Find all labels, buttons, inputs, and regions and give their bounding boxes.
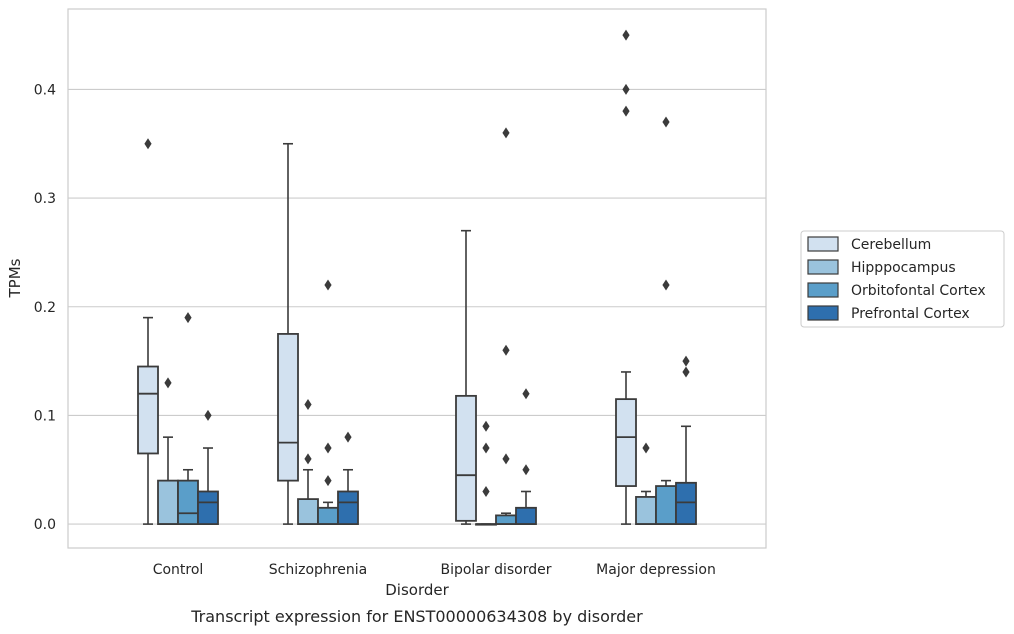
outlier-point <box>204 409 212 421</box>
x-tick-labels: Control Schizophrenia Bipolar disorder Majo… <box>153 562 716 578</box>
box-iqr <box>455 394 477 522</box>
outlier-point <box>324 279 332 291</box>
box-cerebellum <box>277 142 299 525</box>
y-tick-labels: 0.0 0.1 0.2 0.3 0.4 <box>34 82 56 533</box>
box-orbitofontal-cortex <box>655 116 677 525</box>
legend-swatch <box>807 282 839 298</box>
outlier-point <box>522 388 530 400</box>
box-prefrontal-cortex <box>337 431 359 525</box>
outlier-point <box>502 127 510 139</box>
box-series <box>137 29 697 526</box>
legend: Cerebellum Hipppocampus Orbitofontal Corte… <box>800 230 1005 328</box>
legend-label: Prefrontal Cortex <box>851 306 970 322</box>
outlier-point <box>184 312 192 324</box>
outlier-point <box>622 29 630 41</box>
outlier-point <box>682 366 690 378</box>
box-hipppocampus <box>297 399 319 525</box>
box-iqr <box>297 498 319 525</box>
legend-label: Cerebellum <box>851 237 931 253</box>
box-iqr <box>277 333 299 482</box>
x-axis-label: Disorder <box>385 581 449 599</box>
box-hipppocampus <box>475 420 497 526</box>
outlier-point <box>304 399 312 411</box>
outlier-point <box>304 453 312 465</box>
chart-caption: Transcript expression for ENST0000063430… <box>190 607 643 626</box>
box-prefrontal-cortex <box>515 388 537 525</box>
box-cerebellum <box>455 229 477 525</box>
x-tick-label: Schizophrenia <box>269 562 367 578</box>
outlier-point <box>482 442 490 454</box>
y-tick-label: 0.2 <box>34 300 56 316</box>
box-hipppocampus <box>635 442 657 525</box>
box-cerebellum <box>615 29 637 525</box>
outlier-point <box>144 138 152 150</box>
box-iqr <box>177 479 199 525</box>
box-iqr <box>655 485 677 525</box>
outlier-point <box>642 442 650 454</box>
outlier-point <box>324 442 332 454</box>
box-prefrontal-cortex <box>197 409 219 525</box>
outlier-point <box>622 83 630 95</box>
y-tick-label: 0.1 <box>34 408 56 424</box>
y-tick-label: 0.4 <box>34 82 56 98</box>
outlier-point <box>502 453 510 465</box>
box-iqr <box>495 514 517 525</box>
outlier-point <box>682 355 690 367</box>
outlier-point <box>522 464 530 476</box>
box-orbitofontal-cortex <box>495 127 517 525</box>
outlier-point <box>662 116 670 128</box>
box-cerebellum <box>137 138 159 525</box>
outlier-point <box>482 420 490 432</box>
y-axis-label: TPMs <box>6 258 24 298</box>
legend-swatch <box>807 259 839 275</box>
legend-swatch <box>807 305 839 321</box>
y-tick-label: 0.3 <box>34 191 56 207</box>
box-iqr <box>157 479 179 525</box>
box-iqr <box>197 490 219 525</box>
box-orbitofontal-cortex <box>317 279 339 525</box>
outlier-point <box>662 279 670 291</box>
plot-frame <box>67 8 767 549</box>
outlier-point <box>502 344 510 356</box>
outlier-point <box>482 485 490 497</box>
legend-label: Hipppocampus <box>851 260 956 276</box>
box-iqr <box>137 365 159 455</box>
y-gridlines <box>68 88 766 525</box>
y-tick-label: 0.0 <box>34 517 56 533</box>
box-orbitofontal-cortex <box>177 312 199 525</box>
outlier-point <box>622 105 630 117</box>
x-tick-label: Control <box>153 562 204 578</box>
legend-label: Orbitofontal Cortex <box>851 283 986 299</box>
box-iqr <box>615 398 637 487</box>
legend-swatch <box>807 236 839 252</box>
box-iqr <box>515 506 537 525</box>
outlier-point <box>164 377 172 389</box>
x-tick-label: Major depression <box>596 562 716 578</box>
box-iqr <box>337 490 359 525</box>
x-tick-label: Bipolar disorder <box>440 562 551 578</box>
box-hipppocampus <box>157 377 179 525</box>
box-iqr <box>675 481 697 525</box>
box-prefrontal-cortex <box>675 355 697 525</box>
box-iqr <box>635 496 657 525</box>
outlier-point <box>324 475 332 487</box>
legend-frame <box>800 230 1005 328</box>
box-iqr <box>317 506 339 525</box>
outlier-point <box>344 431 352 443</box>
